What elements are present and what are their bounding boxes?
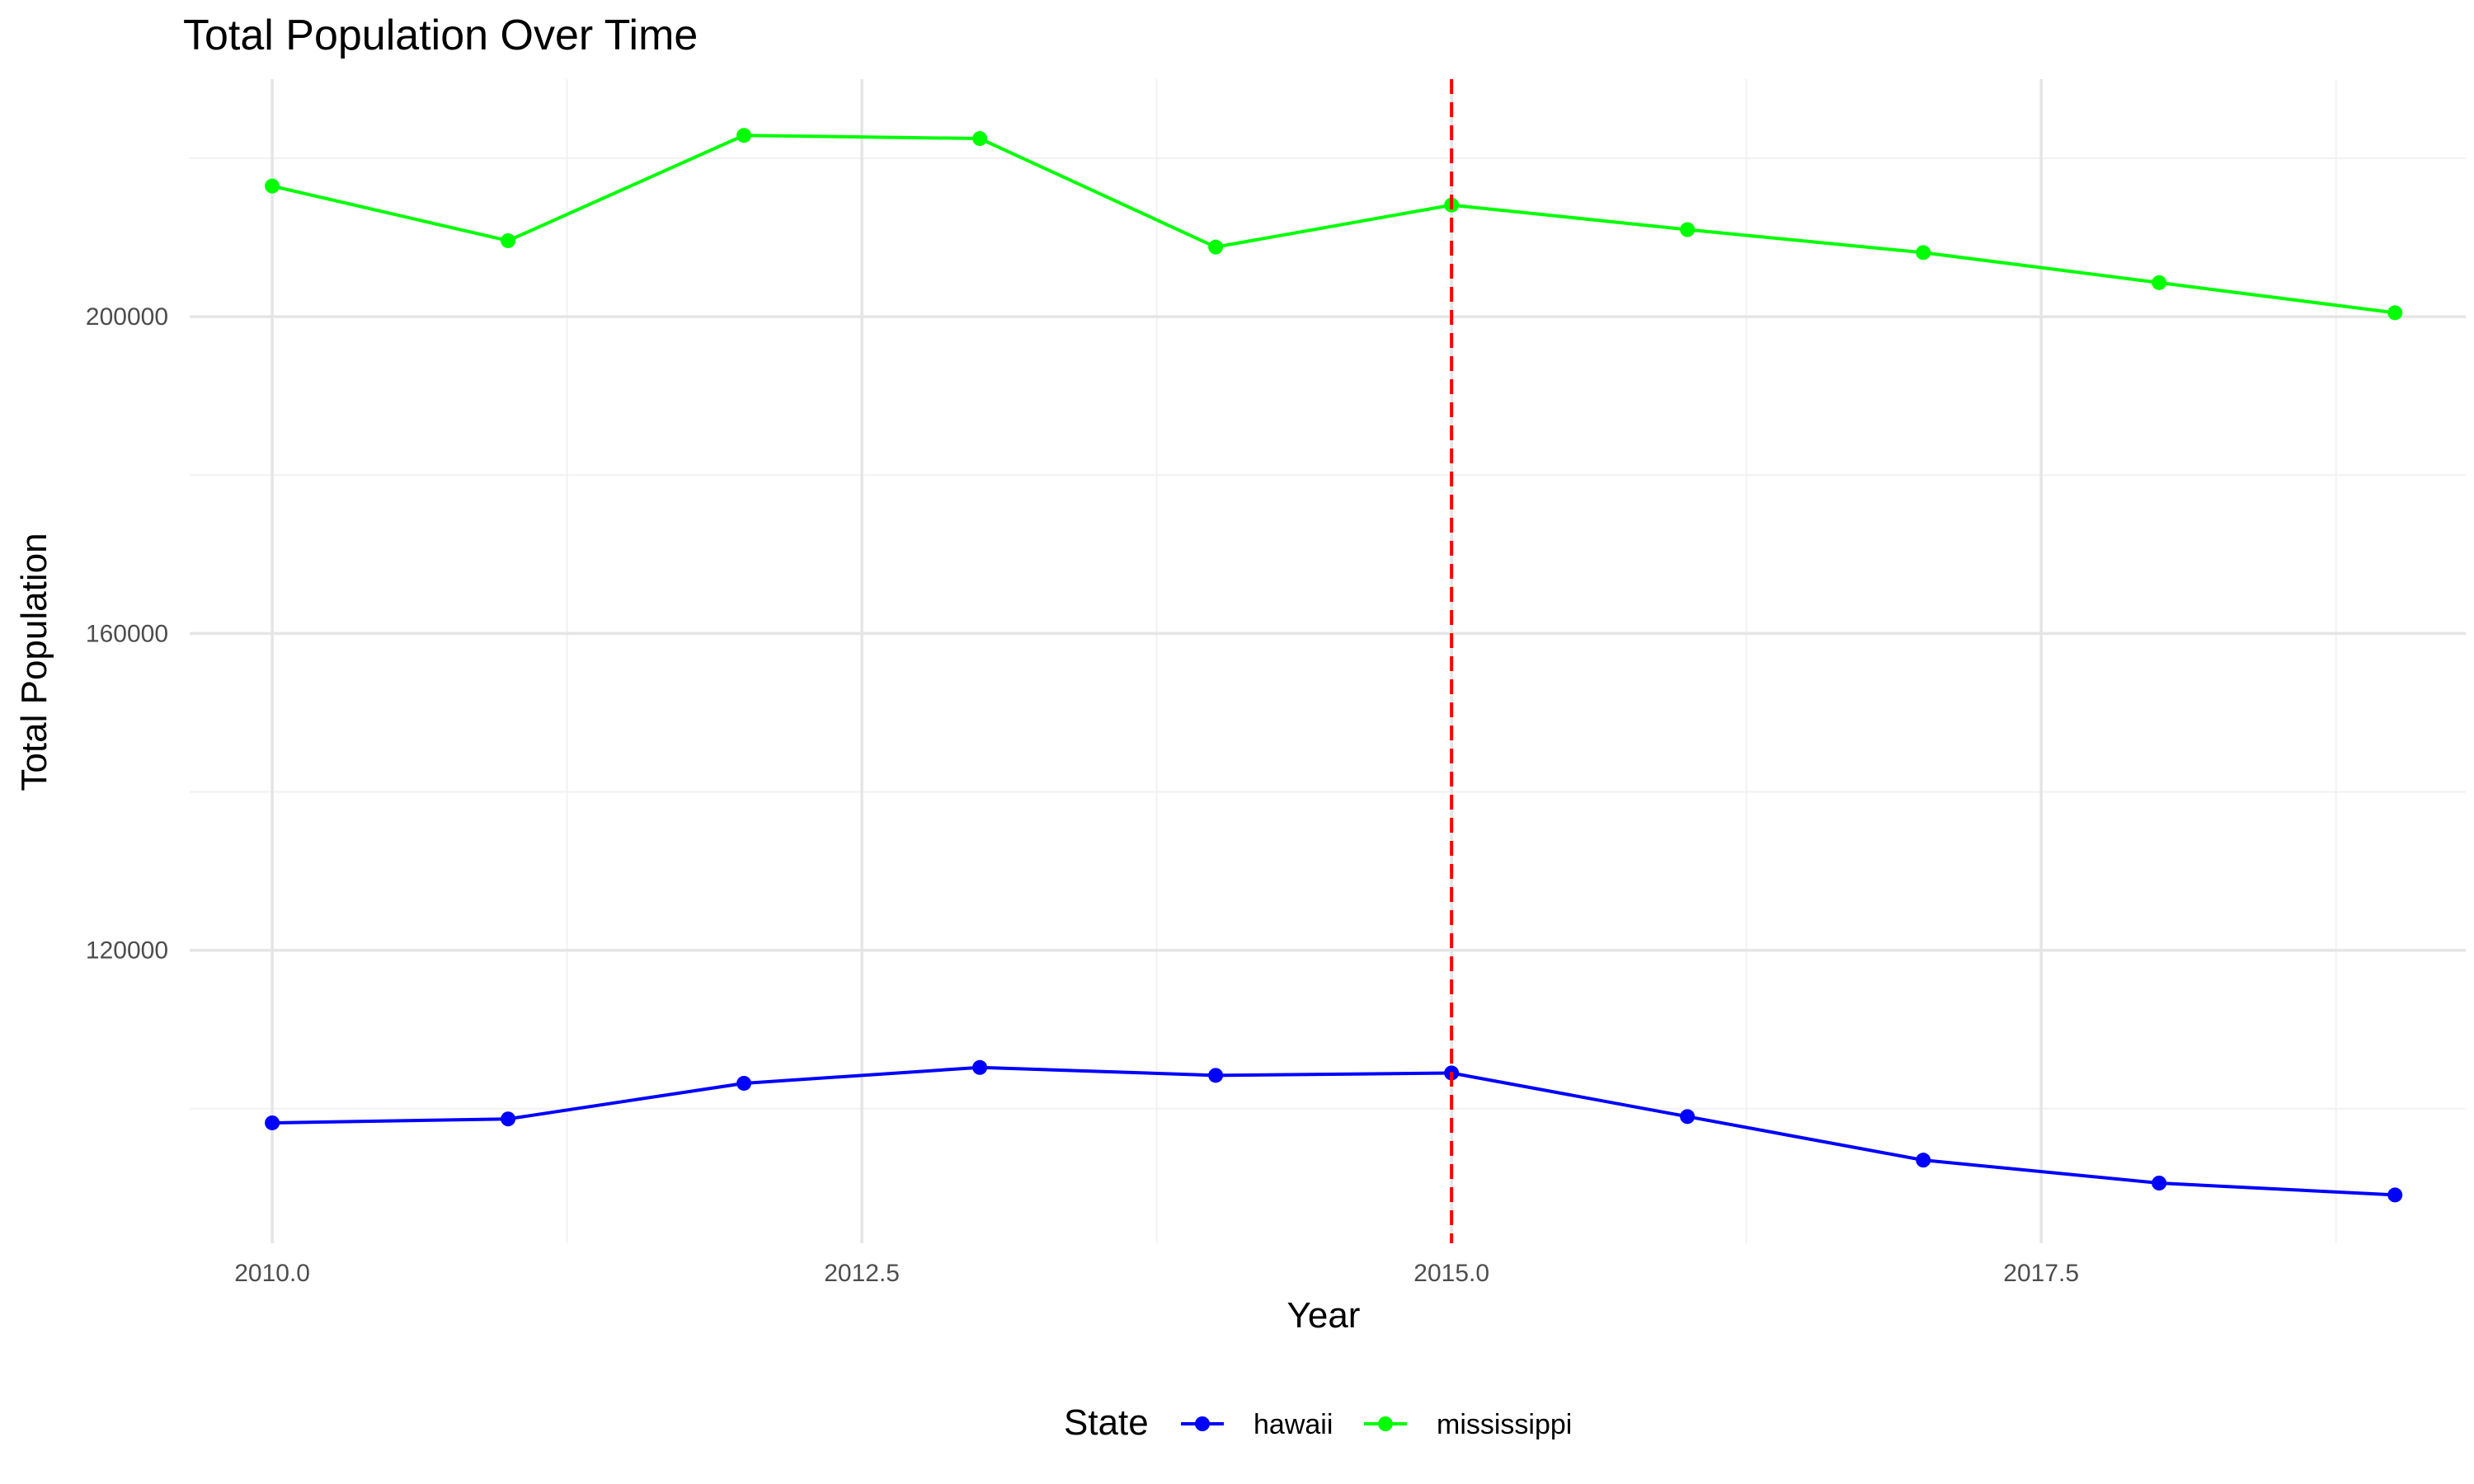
data-point-hawaii [972, 1059, 988, 1075]
chart-title: Total Population Over Time [183, 12, 698, 59]
series-layer [265, 128, 2403, 1203]
series-mississippi [265, 128, 2403, 321]
legend: State hawaii mississippi [1064, 1402, 1572, 1443]
x-tick-label: 2010.0 [234, 1260, 310, 1287]
series-line-mississippi [270, 134, 2397, 315]
data-point-hawaii [1680, 1109, 1696, 1125]
legend-title: State [1064, 1402, 1149, 1443]
data-point-hawaii [265, 1115, 280, 1130]
data-point-hawaii [1208, 1068, 1224, 1083]
data-point-mississippi [736, 128, 752, 143]
data-point-hawaii [1916, 1153, 1931, 1168]
series-line-hawaii [270, 1065, 2397, 1197]
data-point-mississippi [501, 232, 516, 248]
legend-point-mississippi [1378, 1416, 1393, 1431]
legend-point-hawaii [1195, 1416, 1210, 1431]
axes-layer: 2010.0 2012.5 2015.0 2017.5 120000 160000 2000… [86, 303, 2079, 1287]
data-point-mississippi [1916, 245, 1931, 261]
data-point-mississippi [2387, 305, 2403, 321]
y-tick-label: 160000 [86, 620, 168, 647]
y-tick-label: 200000 [86, 303, 168, 331]
y-tick-label: 120000 [86, 937, 168, 965]
data-point-mississippi [1208, 239, 1224, 255]
y-axis-title: Total Population [14, 533, 54, 791]
data-point-hawaii [2152, 1175, 2167, 1190]
data-point-mississippi [2152, 275, 2167, 290]
legend-items: hawaii mississippi [1181, 1409, 1572, 1440]
legend-label-hawaii: hawaii [1253, 1409, 1333, 1440]
data-point-mississippi [972, 131, 988, 147]
x-tick-label: 2015.0 [1413, 1260, 1489, 1287]
legend-label-mississippi: mississippi [1437, 1409, 1572, 1440]
data-point-hawaii [501, 1111, 516, 1127]
x-axis-title: Year [1287, 1295, 1361, 1336]
data-point-hawaii [2387, 1187, 2403, 1203]
x-tick-label: 2017.5 [2003, 1260, 2079, 1287]
data-point-mississippi [265, 178, 280, 194]
x-tick-label: 2012.5 [824, 1260, 900, 1287]
data-point-hawaii [736, 1075, 752, 1091]
data-point-mississippi [1680, 222, 1696, 237]
